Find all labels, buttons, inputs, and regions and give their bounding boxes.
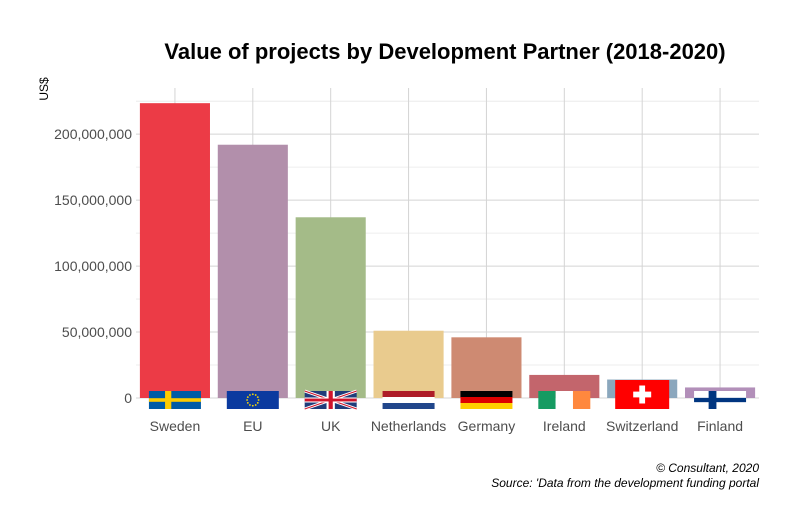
x-tick-label: Netherlands: [371, 418, 447, 434]
x-tick-labels: Sweden EU UK Netherlands Germany Ireland Switz…: [150, 418, 743, 434]
chart-title: Value of projects by Development Partner…: [164, 39, 725, 64]
x-tick-label: Ireland: [543, 418, 586, 434]
uk-flag-icon: [304, 389, 358, 411]
bar: [451, 337, 522, 398]
bar: [373, 330, 444, 398]
source-caption: Source: 'Data from the development fundi…: [491, 476, 759, 490]
x-tick-label: Finland: [697, 418, 743, 434]
copyright-caption: © Consultant, 2020: [656, 461, 759, 475]
germany-flag-icon: [460, 391, 513, 409]
y-axis-label: US$: [37, 77, 51, 101]
bar: [217, 144, 288, 398]
eu-flag-icon: [226, 391, 279, 409]
y-tick-label: 50,000,000: [62, 324, 132, 340]
x-tick-label: EU: [243, 418, 262, 434]
bar: [139, 103, 210, 398]
x-tick-label: Germany: [458, 418, 516, 434]
y-tick-label: 0: [124, 390, 132, 406]
ireland-flag-icon: [538, 391, 591, 409]
bars: [139, 103, 756, 398]
flags: [148, 380, 747, 411]
switzerland-flag-icon: [615, 380, 670, 409]
x-tick-label: Sweden: [150, 418, 201, 434]
x-tick-label: UK: [321, 418, 341, 434]
y-tick-label: 150,000,000: [54, 192, 132, 208]
bar: [295, 217, 366, 398]
netherlands-flag-icon: [382, 391, 435, 409]
y-tick-label: 200,000,000: [54, 126, 132, 142]
sweden-flag-icon: [148, 391, 201, 409]
x-tick-label: Switzerland: [606, 418, 678, 434]
finland-flag-icon: [694, 391, 747, 409]
y-tick-labels: 0 50,000,000 100,000,000 150,000,000 200,000…: [54, 126, 132, 406]
y-tick-label: 100,000,000: [54, 258, 132, 274]
